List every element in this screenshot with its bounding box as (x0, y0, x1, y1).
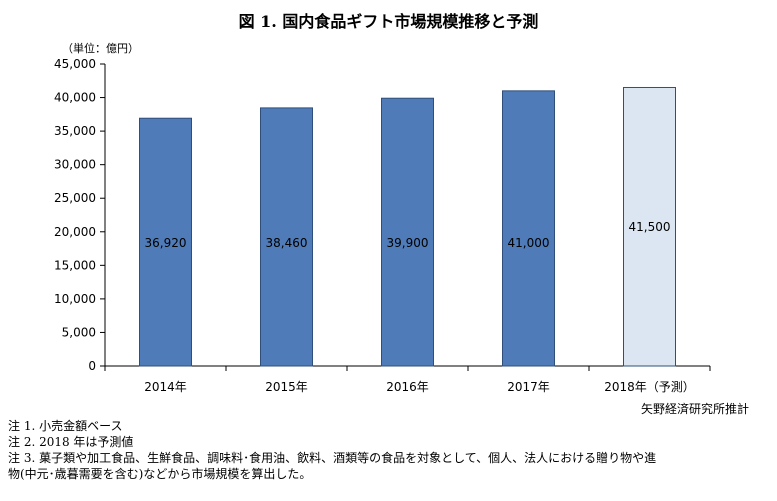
x-tick-label: 2017年 (507, 380, 550, 394)
bar (502, 90, 555, 367)
x-tick-label: 2015年 (265, 380, 308, 394)
bar (139, 117, 192, 367)
data-label: 39,900 (387, 236, 429, 250)
forecast-bar (623, 86, 676, 367)
bar-chart: 0 5,000 10,000 15,000 20,000 25,000 30,000 35,0… (54, 57, 711, 394)
note-2: 注 2. 2018 年は予測値 (8, 435, 134, 449)
data-label: 41,000 (508, 236, 550, 250)
note-3-continued: 物(中元･歳暮需要を含む)などから市場規模を算出した。 (8, 467, 312, 481)
data-label: 41,500 (629, 220, 671, 234)
bar (260, 107, 313, 367)
y-tick-label: 35,000 (54, 124, 96, 138)
y-tick-label: 5,000 (62, 325, 96, 339)
x-tick-label: 2014年 (144, 380, 187, 394)
y-tick-label: 45,000 (54, 57, 96, 71)
y-tick-label: 20,000 (54, 225, 96, 239)
y-tick-label: 25,000 (54, 191, 96, 205)
y-tick-label: 0 (88, 359, 96, 373)
source-note: 矢野経済研究所推計 (640, 402, 749, 416)
labels: 36,920 2014年 38,460 2015年 39,900 2016年 41,000 2… (144, 220, 695, 394)
data-label: 38,460 (266, 236, 308, 250)
y-tick-label: 30,000 (54, 158, 96, 172)
data-label: 36,920 (145, 236, 187, 250)
note-1: 注 1. 小売金額ベース (8, 419, 123, 433)
y-tick-label: 15,000 (54, 258, 96, 272)
x-tick-label: 2016年 (386, 380, 429, 394)
note-3: 注 3. 菓子類や加工食品、生鮮食品、調味料･食用油、飲料、酒類等の食品を対象と… (8, 451, 657, 465)
y-tick-label: 40,000 (54, 91, 96, 105)
unit-label: （単位：億円） (62, 42, 139, 55)
axes: 0 5,000 10,000 15,000 20,000 25,000 30,000 35,0… (54, 57, 711, 373)
bar (381, 97, 434, 367)
y-tick-label: 10,000 (54, 292, 96, 306)
bars (139, 86, 676, 367)
chart-title: 図 1. 国内食品ギフト市場規模推移と予測 (238, 12, 539, 31)
x-tick-label: 2018年（予測） (604, 380, 695, 394)
notes: 注 1. 小売金額ベース 注 2. 2018 年は予測値 注 3. 菓子類や加工… (8, 418, 773, 482)
